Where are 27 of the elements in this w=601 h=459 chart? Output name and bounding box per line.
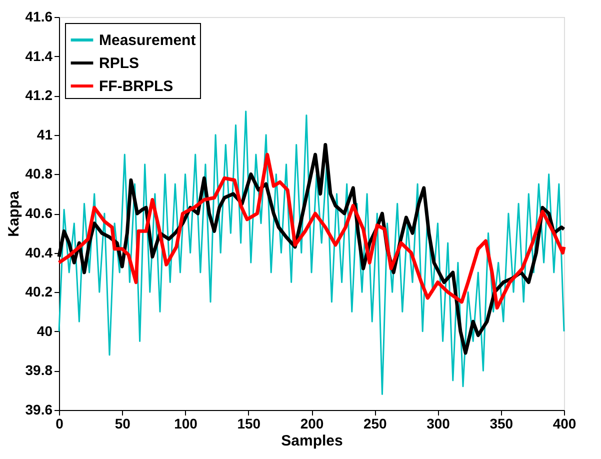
x-tick-label: 400	[552, 416, 576, 432]
y-tick-label: 40.6	[25, 205, 53, 221]
legend-label: RPLS	[99, 55, 140, 72]
x-tick-label: 50	[114, 416, 131, 432]
x-tick-label: 0	[56, 416, 64, 432]
x-tick-label: 300	[426, 416, 450, 432]
y-tick-label: 40.8	[25, 166, 53, 182]
y-tick-label: 40	[36, 322, 53, 339]
x-tick-label: 350	[490, 416, 514, 432]
y-tick-label: 40.2	[25, 284, 53, 300]
y-tick-label: 39.8	[25, 362, 53, 378]
y-tick-label: 41.6	[25, 8, 53, 24]
legend-label: Measurement	[99, 32, 196, 49]
y-axis-title: Kappa	[5, 190, 22, 237]
y-tick-label: 41	[36, 126, 53, 142]
line-series	[57, 152, 566, 310]
x-tick-label: 100	[174, 416, 198, 432]
x-axis-title: Samples	[281, 432, 343, 450]
y-tick-label: 41.4	[25, 48, 53, 64]
line-series	[58, 110, 565, 396]
legend-label: FF-BRPLS	[99, 78, 174, 95]
y-tick-label: 40.4	[25, 244, 53, 260]
x-tick-label: 250	[363, 416, 388, 432]
y-tick-label: 41.2	[25, 87, 53, 104]
x-tick-label: 200	[300, 416, 324, 432]
y-tick-label: 39.6	[25, 402, 53, 418]
x-tick-label: 150	[237, 416, 261, 432]
